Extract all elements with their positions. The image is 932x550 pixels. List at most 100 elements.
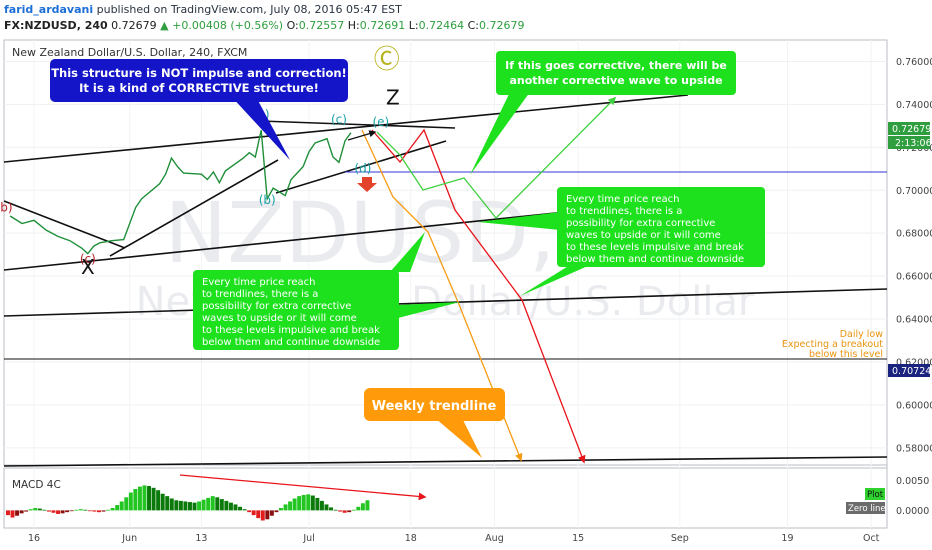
macd-bar: [119, 501, 124, 511]
wave-label: Ⓒ: [374, 45, 400, 75]
time-tick-label: Sep: [671, 533, 689, 544]
time-tick-label: 19: [781, 533, 793, 544]
macd-bar: [319, 500, 324, 511]
trend-left-line-4: waves to upside or it will come: [202, 313, 357, 324]
macd-bar: [238, 506, 242, 511]
price-tick-label: 0.74000: [896, 100, 932, 111]
macd-divergence-line: [179, 474, 427, 501]
green-projection: [376, 96, 617, 219]
trend-right-line-4: waves to upside or it will come: [566, 230, 721, 241]
macd-bar: [160, 493, 165, 511]
weekly-callout: Weekly trendline: [364, 388, 505, 458]
projection-arrows: [347, 96, 617, 464]
quote-line: FX:NZDUSD, 240 0.72679 ▲ +0.00408 (+0.56…: [4, 19, 524, 32]
open-value: 0.72557: [298, 19, 345, 32]
price-tick-label: 0.76000: [896, 57, 932, 68]
macd-bar: [60, 510, 65, 514]
price-tick-label: 0.58000: [896, 443, 932, 454]
macd-bar: [124, 497, 129, 511]
time-tick-label: 13: [195, 533, 207, 544]
trend-right-line-5: to these levels impulsive and break: [566, 242, 744, 253]
macd-bar: [192, 502, 197, 511]
trend-left-line-3: possibility for extra corrective: [202, 301, 351, 312]
upper-channel-line: [3, 94, 689, 163]
macd-bar: [142, 485, 147, 511]
macd-bar: [101, 510, 106, 512]
macd-bar: [201, 499, 206, 511]
time-tick-label: 15: [572, 533, 584, 544]
symbol-label: FX:NZDUSD, 240: [4, 19, 108, 32]
macd-bar: [251, 510, 256, 516]
macd-bar: [19, 510, 24, 514]
macd-bar: [210, 496, 215, 511]
orange-projection: [361, 129, 523, 462]
open-label: O:: [286, 19, 299, 32]
low-label: L:: [408, 19, 419, 32]
close-label: C:: [467, 19, 479, 32]
macd-bar: [315, 497, 320, 511]
high-value: 0.72691: [359, 19, 406, 32]
macd-bar: [178, 500, 183, 511]
macd-bar: [292, 498, 297, 511]
macd-bar: [365, 500, 370, 511]
wave-label: Z: [386, 85, 400, 109]
countdown-label: 2:13:06: [895, 138, 932, 149]
macd-bar: [347, 510, 352, 513]
black-arrow: [347, 130, 377, 141]
macd-bar: [28, 509, 33, 511]
publish-line: farid_ardavani published on TradingView.…: [4, 3, 402, 16]
last-price-badge: 0.72679: [888, 122, 931, 135]
macd-bar: [215, 497, 220, 511]
macd-bar: [310, 495, 315, 511]
corrective-line-1: If this goes corrective, there will be: [505, 59, 727, 72]
price-axis-ticks: 0.760000.740000.720000.700000.680000.660…: [896, 57, 932, 454]
macd-bar: [46, 510, 51, 512]
macd-bar: [87, 510, 92, 512]
price-tick-label: 0.60000: [896, 400, 932, 411]
macd-axis-ticks: 0.0050 0.0000: [896, 476, 929, 517]
wave-label: (c): [80, 252, 96, 266]
author-name[interactable]: farid_ardavani: [4, 3, 94, 16]
publish-info: published on TradingView.com, July 08, 2…: [96, 3, 402, 16]
trend-right-line-2: to trendlines, there is a: [566, 206, 682, 217]
trend-right-line-1: Every time price reach: [566, 194, 679, 205]
trend-right-line-6: below them and continue downside: [566, 254, 744, 265]
daily-low-line-1: Daily low: [840, 329, 884, 340]
structure-line-1: This structure is NOT impulse and correc…: [51, 66, 347, 80]
chart-header: farid_ardavani published on TradingView.…: [0, 0, 932, 36]
macd-bar: [269, 510, 274, 516]
macd-bar: [115, 505, 120, 511]
time-tick-label: 16: [28, 533, 40, 544]
trendline-callout-right: Every time price reach to trendlines, th…: [478, 187, 765, 296]
close-value: 0.72679: [478, 19, 525, 32]
macd-bar: [228, 502, 233, 511]
macd-bar: [65, 510, 70, 513]
macd-bar: [147, 486, 151, 511]
daily-low-note: Daily low Expecting a breakout below thi…: [782, 329, 883, 360]
price-chart[interactable]: NZDUSD, New Zealand Dollar/U.S. Dollar N…: [0, 36, 932, 550]
structure-callout: This structure is NOT impulse and correc…: [50, 59, 348, 160]
time-tick-label: Jul: [302, 533, 314, 544]
macd-bar: [265, 510, 270, 520]
macd-bar: [37, 508, 42, 511]
daily-trendline: [3, 211, 566, 271]
macd-bar: [78, 509, 83, 511]
macd-bar: [156, 490, 161, 511]
macd-bar: [356, 506, 361, 511]
macd-bar: [15, 510, 20, 516]
macd-bar: [242, 509, 247, 511]
wave-label: (d): [354, 161, 371, 175]
macd-zero-badge: Zero line: [846, 502, 886, 514]
level-badge: 0.70724: [888, 364, 931, 377]
time-tick-label: 18: [405, 533, 417, 544]
macd-bar: [256, 510, 261, 519]
wave-label: X: [81, 255, 95, 279]
macd-bar: [183, 501, 188, 511]
wave-labels: (a)(b)(c)(d)(e)(b)(c)XZⒸ: [0, 45, 400, 279]
macd-bar: [92, 510, 97, 512]
price-line: [9, 130, 352, 255]
daily-low-line-3: below this level: [809, 349, 883, 360]
trend-left-line-1: Every time price reach: [202, 277, 315, 288]
price-tick-label: 0.62000: [896, 357, 932, 368]
level-label: 0.70724: [892, 366, 931, 377]
